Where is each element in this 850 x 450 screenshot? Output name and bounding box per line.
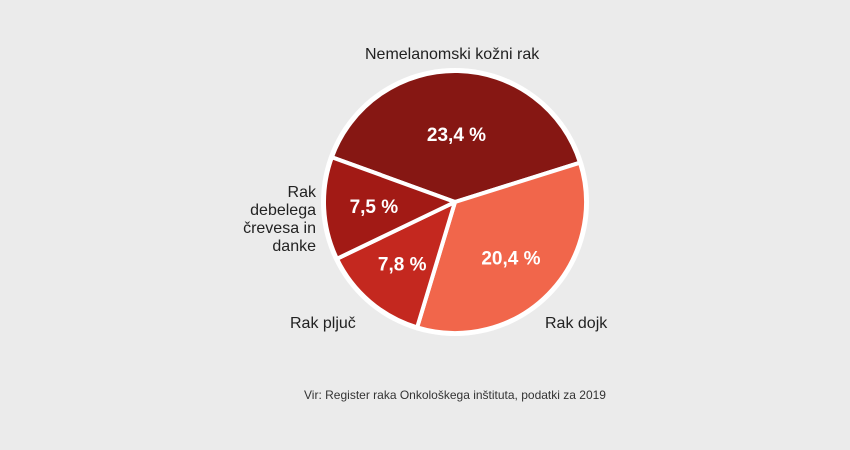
slice-label-dojk: Rak dojk <box>545 315 608 332</box>
pie-slice <box>415 160 588 335</box>
slice-value-label: 7,5 % <box>350 197 399 218</box>
slice-value-label: 20,4 % <box>481 248 540 269</box>
pie-slice <box>329 69 582 204</box>
source-note: Vir: Register raka Onkološkega inštituta… <box>304 388 606 402</box>
pie-slice <box>334 200 457 330</box>
slice-value-label: 23,4 % <box>427 125 486 146</box>
slice-value-label: 7,8 % <box>378 255 427 276</box>
slice-label-nemelanomski: Nemelanomski kožni rak <box>365 46 540 63</box>
pie-slice <box>322 155 457 261</box>
slice-label-debelo-crevo: Rak debelega črevesa in danke <box>243 184 316 255</box>
slice-label-pljuc: Rak pljuč <box>290 315 356 332</box>
